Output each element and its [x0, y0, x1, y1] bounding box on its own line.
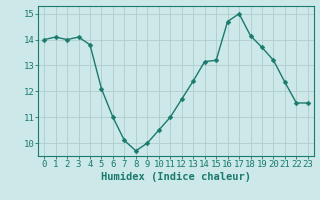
X-axis label: Humidex (Indice chaleur): Humidex (Indice chaleur) — [101, 172, 251, 182]
